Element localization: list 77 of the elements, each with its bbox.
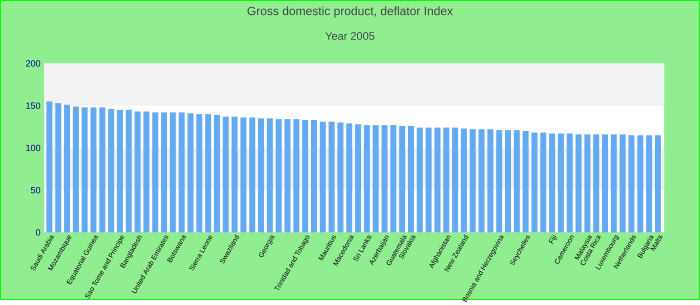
bar <box>55 103 62 233</box>
bar <box>214 115 220 233</box>
bar <box>487 129 494 233</box>
bar <box>426 128 432 233</box>
bar <box>654 135 661 233</box>
bar <box>266 118 273 233</box>
bar <box>143 112 150 233</box>
bar <box>46 102 52 233</box>
y-tick-label: 0 <box>36 229 40 236</box>
bar <box>399 126 406 233</box>
bar <box>593 134 600 233</box>
bar <box>64 104 70 233</box>
bar <box>496 130 502 233</box>
bar <box>549 134 556 233</box>
bar <box>346 124 352 233</box>
bar <box>355 124 362 233</box>
bar <box>522 131 529 233</box>
bar <box>416 128 423 233</box>
bar <box>602 134 608 233</box>
bar <box>434 128 440 233</box>
bar <box>566 134 573 233</box>
bar <box>205 114 212 233</box>
bar <box>390 125 396 233</box>
bar <box>249 118 256 233</box>
y-tick-label: 200 <box>26 60 40 67</box>
bar <box>116 110 123 233</box>
bar <box>540 132 546 233</box>
bar <box>505 130 511 233</box>
bar <box>558 134 564 233</box>
bar <box>108 109 114 233</box>
bar <box>460 128 467 233</box>
bar <box>232 116 238 233</box>
bar <box>161 112 168 233</box>
bar <box>178 112 185 233</box>
y-tick-label: 150 <box>26 102 40 109</box>
y-tick-label: 100 <box>26 144 40 152</box>
bar <box>170 112 176 233</box>
bar <box>240 118 246 233</box>
bar <box>310 120 317 233</box>
bar <box>188 113 194 233</box>
bar <box>134 112 141 233</box>
bar <box>478 129 485 233</box>
bar <box>531 132 538 233</box>
bar <box>126 110 132 233</box>
bar <box>637 135 644 233</box>
chart-title: Gross domestic product, deflator Index <box>248 6 453 18</box>
bar <box>222 116 229 233</box>
bar <box>470 129 476 233</box>
bar <box>646 135 652 233</box>
bar <box>584 134 590 233</box>
bar <box>152 112 158 233</box>
bar <box>276 119 282 233</box>
bar <box>82 107 88 233</box>
bar <box>514 130 520 233</box>
bar <box>293 119 300 233</box>
bar <box>620 134 626 233</box>
bar <box>364 125 370 233</box>
bar <box>408 126 414 233</box>
y-tick-label: 50 <box>30 187 40 194</box>
bar <box>72 106 79 233</box>
bar <box>628 135 634 233</box>
bar <box>90 107 96 233</box>
bar <box>196 114 202 233</box>
bar <box>302 120 308 233</box>
bar <box>328 122 335 233</box>
bar <box>372 125 379 233</box>
bar <box>284 119 291 233</box>
bar <box>258 118 264 233</box>
bar <box>320 122 326 233</box>
bar <box>610 134 617 233</box>
bar <box>99 107 106 233</box>
bar <box>576 134 582 233</box>
bar <box>452 128 458 233</box>
bar <box>443 128 450 233</box>
bar <box>382 125 388 233</box>
bar <box>337 122 344 233</box>
chart-subtitle: Year 2005 <box>325 32 374 40</box>
